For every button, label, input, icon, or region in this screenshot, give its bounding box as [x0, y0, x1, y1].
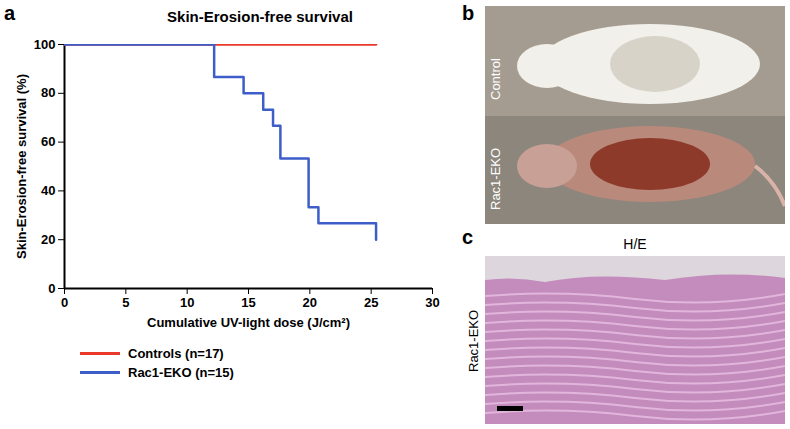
svg-text:80: 80: [41, 85, 55, 100]
svg-text:5: 5: [122, 295, 129, 310]
svg-text:0: 0: [48, 281, 55, 296]
svg-text:20: 20: [303, 295, 317, 310]
svg-text:15: 15: [241, 295, 255, 310]
svg-text:Cumulative UV-light dose (J/cm: Cumulative UV-light dose (J/cm²): [147, 315, 350, 330]
svg-text:60: 60: [41, 134, 55, 149]
svg-text:40: 40: [41, 183, 55, 198]
svg-text:Skin-Erosion-free survival (%): Skin-Erosion-free survival (%): [14, 74, 29, 259]
html-text:Rac1-EKO: Rac1-EKO: [466, 309, 481, 372]
svg-text:10: 10: [180, 295, 194, 310]
svg-text:0: 0: [61, 295, 68, 310]
html-text:Skin-Erosion-free survival: Skin-Erosion-free survival: [167, 8, 353, 25]
svg-text:20: 20: [41, 232, 55, 247]
html-text:Rac1-EKO (n=15): Rac1-EKO (n=15): [128, 365, 234, 380]
html-text:Control: Control: [488, 58, 503, 100]
svg-text:30: 30: [425, 295, 439, 310]
svg-text:25: 25: [364, 295, 378, 310]
html-text:H/E: H/E: [623, 236, 647, 252]
svg-text:100: 100: [34, 37, 56, 52]
html-text:c: c: [462, 226, 474, 248]
html-text:a: a: [4, 2, 16, 24]
html-text:Controls (n=17): Controls (n=17): [128, 346, 224, 361]
html-text:b: b: [462, 2, 475, 24]
html-text:Rac1-EKO: Rac1-EKO: [488, 147, 503, 210]
